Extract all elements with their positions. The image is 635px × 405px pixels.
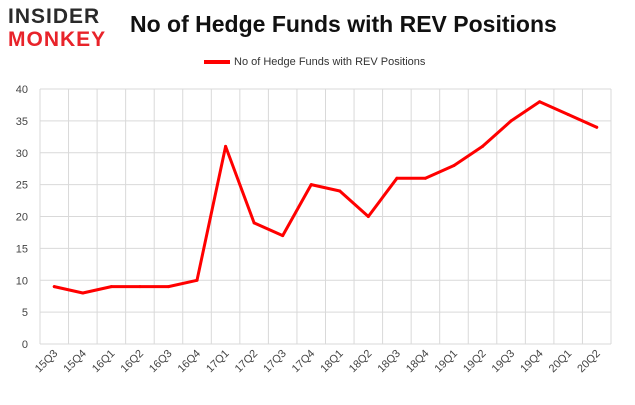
chart-title: No of Hedge Funds with REV Positions (130, 11, 557, 37)
data-point (166, 285, 170, 289)
data-point (109, 285, 113, 289)
y-tick-label: 5 (22, 307, 28, 319)
data-point (281, 234, 285, 238)
data-point (509, 119, 513, 123)
data-point (52, 285, 56, 289)
y-tick-label: 10 (16, 275, 28, 287)
logo-line1: INSIDER (8, 5, 101, 28)
series-line (52, 100, 599, 295)
x-tick-label: 15Q4 (61, 348, 89, 376)
y-tick-label: 0 (22, 339, 28, 351)
x-tick-label: 17Q3 (261, 348, 289, 376)
data-point (481, 144, 485, 148)
data-point (566, 113, 570, 116)
data-point (366, 215, 370, 218)
x-tick-label: 16Q1 (90, 348, 118, 376)
data-point (309, 183, 313, 187)
legend-label: No of Hedge Funds with REV Positions (234, 56, 426, 68)
y-tick-label: 35 (16, 116, 28, 128)
data-point (538, 100, 542, 104)
data-point (224, 144, 228, 148)
x-tick-label: 19Q2 (461, 348, 489, 376)
data-point (423, 176, 427, 180)
x-tick-label: 18Q3 (375, 348, 403, 376)
data-point (252, 221, 256, 225)
x-tick-label: 17Q2 (233, 348, 261, 376)
x-tick-label: 17Q1 (204, 348, 232, 376)
x-tick-label: 19Q1 (433, 348, 461, 376)
y-tick-label: 25 (16, 180, 28, 192)
x-tick-label: 19Q3 (490, 348, 518, 376)
x-tick-label: 16Q3 (147, 348, 175, 376)
y-tick-label: 20 (16, 212, 28, 224)
x-tick-label: 16Q2 (119, 348, 147, 376)
data-point (138, 285, 142, 289)
y-tick-label: 30 (16, 148, 28, 160)
data-point (452, 164, 456, 167)
data-point (595, 125, 599, 129)
y-tick-label: 40 (16, 84, 28, 96)
x-tick-label: 15Q3 (33, 348, 61, 376)
x-tick-label: 16Q4 (176, 348, 204, 376)
x-tick-label: 18Q2 (347, 348, 375, 376)
insider-monkey-logo: INSIDER MONKEY (8, 6, 120, 54)
x-tick-label: 20Q2 (575, 348, 603, 376)
legend-swatch (204, 60, 230, 64)
logo-line2: MONKEY (8, 28, 107, 51)
x-tick-label: 20Q1 (547, 348, 575, 376)
data-point (81, 291, 85, 295)
x-tick-label: 19Q4 (518, 348, 546, 376)
x-tick-label: 18Q1 (318, 348, 346, 376)
y-tick-label: 15 (16, 243, 28, 255)
data-point (395, 176, 399, 180)
x-tick-label: 18Q4 (404, 348, 432, 376)
data-point (195, 278, 199, 282)
chart-legend: No of Hedge Funds with REV Positions (204, 54, 425, 70)
x-tick-label: 17Q4 (290, 348, 318, 376)
data-point (338, 189, 342, 193)
